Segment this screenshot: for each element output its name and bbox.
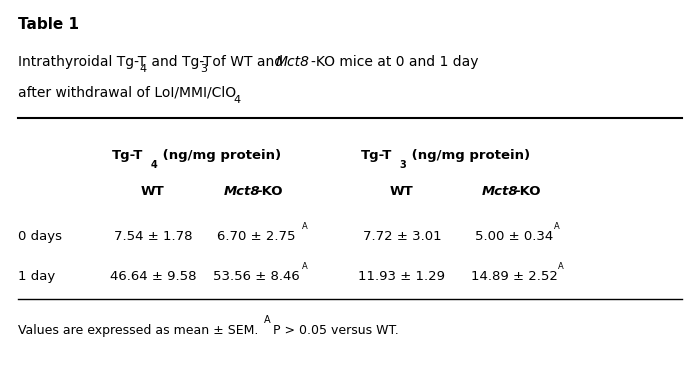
Text: 53.56 ± 8.46: 53.56 ± 8.46 <box>214 270 300 283</box>
Text: WT: WT <box>390 185 414 198</box>
Text: 4: 4 <box>150 160 158 170</box>
Text: 4: 4 <box>140 64 147 74</box>
Text: and Tg-T: and Tg-T <box>147 55 212 69</box>
Text: Mct8: Mct8 <box>482 185 518 198</box>
Text: 7.72 ± 3.01: 7.72 ± 3.01 <box>363 230 441 243</box>
Text: Intrathyroidal Tg-T: Intrathyroidal Tg-T <box>18 55 146 69</box>
Text: Mct8: Mct8 <box>276 55 310 69</box>
Text: 6.70 ± 2.75: 6.70 ± 2.75 <box>218 230 296 243</box>
Text: after withdrawal of LoI/MMI/ClO: after withdrawal of LoI/MMI/ClO <box>18 85 236 100</box>
Text: A: A <box>554 222 560 231</box>
Text: Tg-T: Tg-T <box>360 149 392 162</box>
Text: 7.54 ± 1.78: 7.54 ± 1.78 <box>113 230 192 243</box>
Text: 14.89 ± 2.52: 14.89 ± 2.52 <box>471 270 558 283</box>
Text: 3: 3 <box>200 64 207 74</box>
Text: of WT and: of WT and <box>207 55 287 69</box>
Text: A: A <box>263 315 270 325</box>
Text: 0 days: 0 days <box>18 230 62 243</box>
Text: 3: 3 <box>400 160 407 170</box>
Text: A: A <box>302 262 308 271</box>
Text: 11.93 ± 1.29: 11.93 ± 1.29 <box>358 270 445 283</box>
Text: P > 0.05 versus WT.: P > 0.05 versus WT. <box>272 324 398 337</box>
Text: 46.64 ± 9.58: 46.64 ± 9.58 <box>110 270 196 283</box>
Text: Mct8: Mct8 <box>223 185 260 198</box>
Text: A: A <box>557 262 564 271</box>
Text: Values are expressed as mean ± SEM.: Values are expressed as mean ± SEM. <box>18 324 262 337</box>
Text: -KO: -KO <box>256 185 282 198</box>
Text: (ng/mg protein): (ng/mg protein) <box>407 149 530 162</box>
Text: 5.00 ± 0.34: 5.00 ± 0.34 <box>475 230 554 243</box>
Text: (ng/mg protein): (ng/mg protein) <box>158 149 281 162</box>
Text: 1 day: 1 day <box>18 270 55 283</box>
Text: Table 1: Table 1 <box>18 17 79 32</box>
Text: WT: WT <box>141 185 164 198</box>
Text: A: A <box>302 222 308 231</box>
Text: 4: 4 <box>234 95 241 105</box>
Text: -KO: -KO <box>514 185 540 198</box>
Text: -KO mice at 0 and 1 day: -KO mice at 0 and 1 day <box>311 55 478 69</box>
Text: Tg-T: Tg-T <box>111 149 143 162</box>
